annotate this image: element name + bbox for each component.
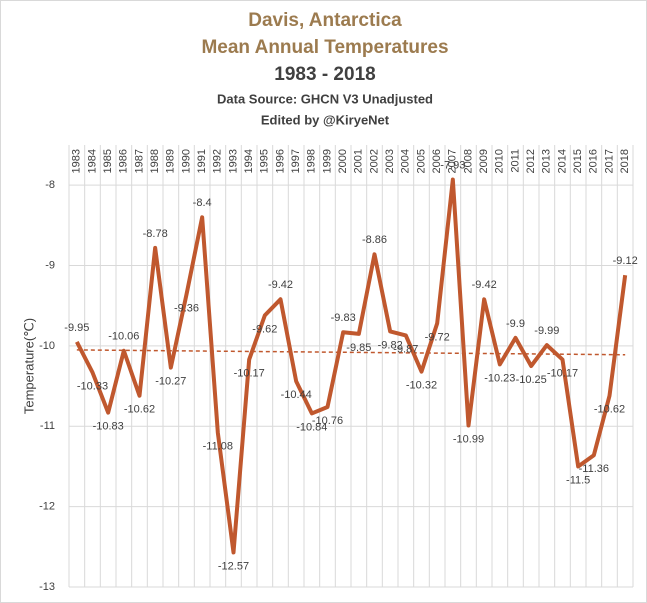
x-tick-label: 2018 bbox=[619, 149, 631, 173]
chart-source: Data Source: GHCN V3 Unadjusted bbox=[217, 91, 433, 106]
x-tick-label: 1999 bbox=[321, 149, 333, 173]
x-tick-label: 2001 bbox=[353, 149, 365, 173]
x-tick-label: 1989 bbox=[165, 149, 177, 173]
chart-title: Davis, Antarctica bbox=[248, 10, 402, 31]
data-label: -9.82 bbox=[378, 339, 403, 351]
x-tick-label: 1998 bbox=[306, 149, 318, 173]
y-tick-label: -12 bbox=[39, 501, 55, 513]
x-tick-label: 1997 bbox=[290, 149, 302, 173]
x-tick-label: 2015 bbox=[572, 149, 584, 173]
data-label: -10.17 bbox=[234, 367, 265, 379]
data-label: -10.25 bbox=[516, 374, 547, 386]
data-label: -9.95 bbox=[64, 322, 89, 334]
x-tick-label: 1991 bbox=[196, 149, 208, 173]
data-label: -9.12 bbox=[613, 255, 638, 267]
data-line bbox=[75, 177, 628, 555]
x-tick-label: 2013 bbox=[541, 149, 553, 173]
chart-subtitle: Mean Annual Temperatures bbox=[201, 37, 448, 58]
data-label: -10.76 bbox=[312, 415, 343, 427]
data-label: -10.99 bbox=[453, 433, 484, 445]
chart-credit: Edited by @KiryeNet bbox=[261, 112, 390, 127]
data-label: -9.99 bbox=[534, 325, 559, 337]
chart-period: 1983 - 2018 bbox=[274, 64, 375, 85]
data-label: -9.87 bbox=[393, 343, 418, 355]
x-tick-label: 1988 bbox=[149, 149, 161, 173]
data-label: -7.93 bbox=[440, 159, 465, 171]
data-label: -10.06 bbox=[108, 331, 139, 343]
data-label: -10.62 bbox=[124, 404, 155, 416]
data-label: -9.36 bbox=[174, 302, 199, 314]
data-label: -8.86 bbox=[362, 234, 387, 246]
y-tick-label: -10 bbox=[39, 340, 55, 352]
data-label: -11.36 bbox=[579, 463, 609, 475]
x-tick-label: 1985 bbox=[102, 149, 114, 173]
data-label: -10.44 bbox=[281, 389, 312, 401]
x-tick-label: 2007 bbox=[447, 149, 459, 173]
data-label: -10.83 bbox=[93, 421, 124, 433]
data-label: -10.33 bbox=[77, 380, 108, 392]
x-tick-label: 2000 bbox=[337, 149, 349, 173]
data-label: -10.32 bbox=[406, 380, 437, 392]
data-label: -9.42 bbox=[268, 279, 293, 291]
data-label: -12.57 bbox=[218, 560, 249, 572]
data-label: -11.5 bbox=[566, 474, 590, 486]
y-tick-label: -8 bbox=[45, 179, 55, 191]
x-tick-label: 1986 bbox=[118, 149, 130, 173]
x-tick-label: 2016 bbox=[588, 149, 600, 173]
x-tick-label: 2017 bbox=[603, 149, 615, 173]
y-axis-label: Temperature(℃) bbox=[21, 318, 36, 414]
data-label: -9.83 bbox=[331, 312, 356, 324]
x-tick-label: 2014 bbox=[556, 149, 568, 173]
x-tick-label: 2003 bbox=[384, 149, 396, 173]
data-label: -9.72 bbox=[425, 331, 450, 343]
x-tick-label: 2002 bbox=[368, 149, 380, 173]
x-tick-label: 1983 bbox=[71, 149, 83, 173]
x-tick-label: 2005 bbox=[415, 149, 427, 173]
y-tick-label: -9 bbox=[45, 259, 55, 271]
x-tick-label: 2008 bbox=[462, 149, 474, 173]
x-tick-label: 1995 bbox=[259, 149, 271, 173]
x-tick-label: 1992 bbox=[212, 149, 224, 173]
data-label: -9.42 bbox=[472, 279, 497, 291]
data-label: -9.62 bbox=[252, 323, 277, 335]
x-tick-label: 1993 bbox=[227, 149, 239, 173]
data-label: -9.9 bbox=[506, 318, 525, 330]
y-tick-label: -13 bbox=[39, 581, 55, 593]
data-label: -10.17 bbox=[547, 367, 578, 379]
x-tick-label: 2009 bbox=[478, 149, 490, 173]
x-tick-label: 2006 bbox=[431, 149, 443, 173]
x-tick-label: 1994 bbox=[243, 149, 255, 173]
trend-line bbox=[76, 349, 626, 356]
x-tick-label: 2011 bbox=[509, 149, 521, 173]
x-tick-label: 1987 bbox=[133, 149, 145, 173]
x-tick-label: 1984 bbox=[86, 149, 98, 173]
x-tick-label: 1996 bbox=[274, 149, 286, 173]
data-label: -10.23 bbox=[484, 372, 515, 384]
data-label: -11.08 bbox=[203, 441, 233, 453]
x-tick-label: 2010 bbox=[494, 149, 506, 173]
x-tick-label: 2012 bbox=[525, 149, 537, 173]
data-label: -10.27 bbox=[155, 376, 186, 388]
x-tick-label: 1990 bbox=[180, 149, 192, 173]
y-tick-label: -11 bbox=[40, 420, 55, 432]
data-label: -8.4 bbox=[193, 197, 212, 209]
x-tick-label: 2004 bbox=[400, 149, 412, 173]
data-label: -10.84 bbox=[296, 421, 327, 433]
data-label: -8.78 bbox=[143, 228, 168, 240]
data-label: -10.62 bbox=[594, 404, 625, 416]
data-label: -9.85 bbox=[346, 342, 371, 354]
